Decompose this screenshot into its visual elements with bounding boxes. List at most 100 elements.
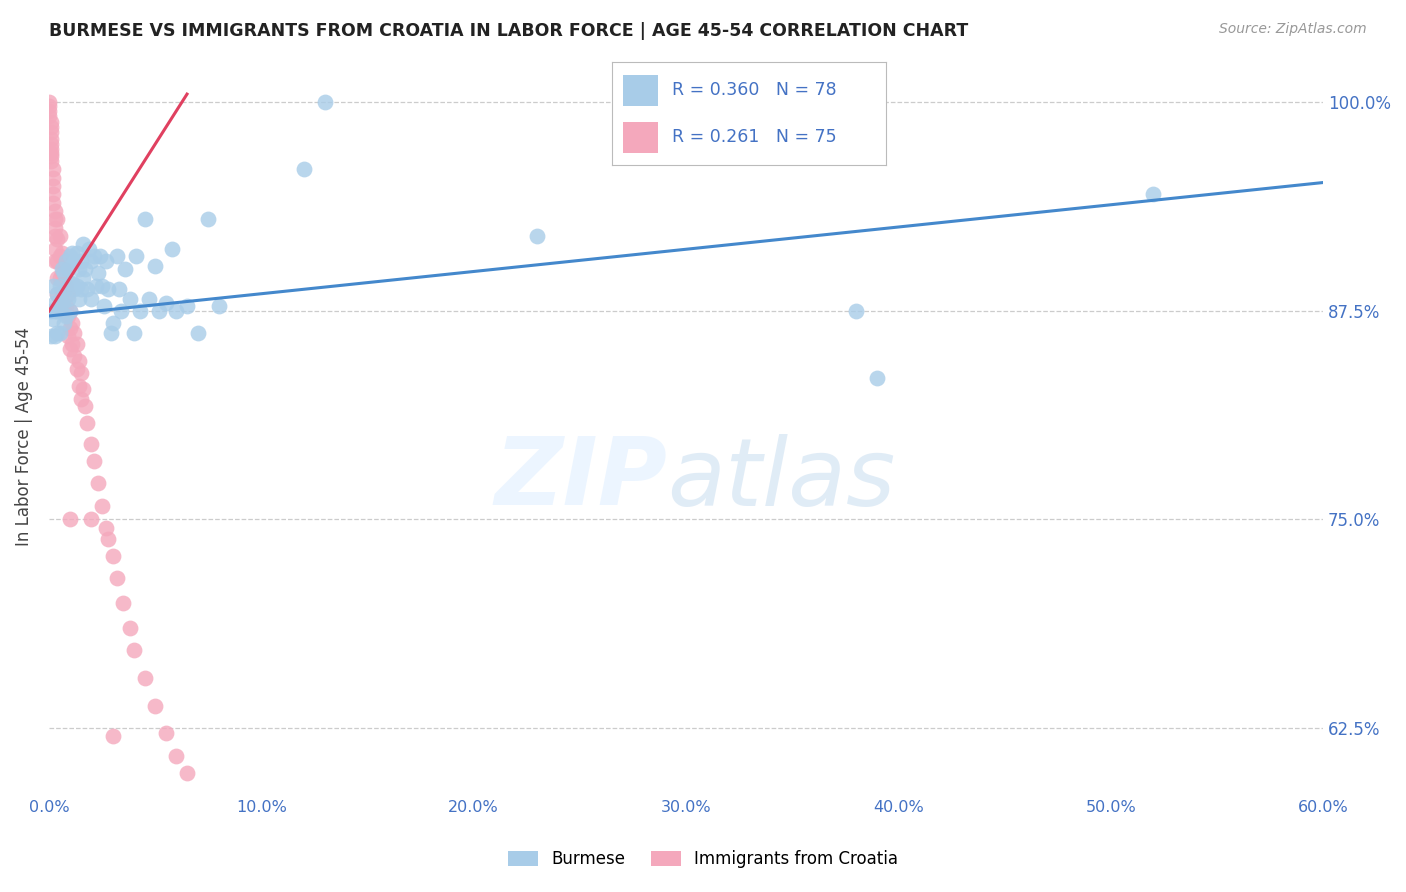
Point [67, 354, 90, 368]
Point [42, 170, 65, 185]
Point [52, 293, 75, 307]
Point [65, 279, 87, 293]
Point [101, 316, 124, 330]
Point [176, 766, 198, 780]
Point [197, 212, 219, 227]
Point [39, 145, 62, 160]
Point [165, 304, 187, 318]
Point [72, 383, 94, 397]
Point [51, 266, 73, 280]
Point [52, 316, 75, 330]
Point [39, 153, 62, 168]
Point [60, 337, 83, 351]
Point [52, 262, 75, 277]
Point [42, 312, 65, 326]
Point [97, 282, 120, 296]
Point [39, 120, 62, 135]
Point [63, 254, 86, 268]
Point [93, 299, 115, 313]
Point [165, 749, 187, 764]
Point [1142, 187, 1164, 202]
Text: BURMESE VS IMMIGRANTS FROM CROATIA IN LABOR FORCE | AGE 45-54 CORRELATION CHART: BURMESE VS IMMIGRANTS FROM CROATIA IN LA… [49, 22, 969, 40]
Point [72, 270, 94, 285]
Point [39, 329, 62, 343]
Point [42, 279, 65, 293]
Point [59, 249, 82, 263]
Point [80, 293, 103, 307]
Point [39, 149, 62, 163]
Point [55, 282, 77, 296]
Point [143, 259, 166, 273]
Point [42, 195, 65, 210]
Point [96, 254, 118, 268]
Point [39, 142, 62, 156]
Point [866, 370, 889, 384]
Point [105, 571, 128, 585]
Point [208, 299, 231, 313]
Point [65, 362, 87, 376]
Point [44, 304, 66, 318]
Point [52, 266, 75, 280]
Point [87, 266, 110, 280]
Point [56, 329, 79, 343]
Point [76, 416, 98, 430]
Point [59, 343, 82, 357]
Point [79, 242, 101, 256]
Point [39, 126, 62, 140]
Point [60, 276, 83, 290]
Point [89, 249, 111, 263]
Point [44, 228, 66, 243]
Point [134, 671, 156, 685]
Point [134, 212, 156, 227]
Point [39, 137, 62, 152]
Point [44, 254, 66, 268]
Point [44, 203, 66, 218]
Point [114, 262, 136, 277]
Point [48, 270, 70, 285]
Point [160, 242, 183, 256]
Point [80, 512, 103, 526]
Point [44, 242, 66, 256]
Text: R = 0.360   N = 78: R = 0.360 N = 78 [672, 81, 837, 99]
Point [155, 726, 177, 740]
Point [59, 276, 82, 290]
Point [51, 262, 73, 277]
Point [38, 109, 60, 123]
Point [112, 596, 135, 610]
Point [110, 304, 132, 318]
Point [63, 282, 86, 296]
Y-axis label: In Labor Force | Age 45-54: In Labor Force | Age 45-54 [15, 326, 32, 546]
Point [52, 304, 75, 318]
Text: Source: ZipAtlas.com: Source: ZipAtlas.com [1219, 22, 1367, 37]
Text: R = 0.261   N = 75: R = 0.261 N = 75 [672, 128, 837, 146]
Point [80, 437, 103, 451]
Point [39, 304, 62, 318]
Point [55, 279, 77, 293]
Point [63, 349, 86, 363]
Point [148, 304, 170, 318]
Point [91, 499, 114, 513]
Point [69, 282, 91, 296]
Point [83, 249, 105, 263]
Legend: Burmese, Immigrants from Croatia: Burmese, Immigrants from Croatia [502, 844, 904, 875]
Point [55, 299, 77, 313]
Point [122, 326, 145, 340]
Point [42, 162, 65, 177]
Point [87, 475, 110, 490]
Point [176, 299, 198, 313]
Point [46, 270, 69, 285]
Point [59, 320, 82, 334]
Point [65, 245, 87, 260]
Point [60, 316, 83, 330]
Point [59, 304, 82, 318]
Point [44, 220, 66, 235]
Point [46, 326, 69, 340]
Point [46, 287, 69, 301]
Point [38, 99, 60, 113]
Point [51, 245, 73, 260]
Point [84, 279, 107, 293]
Point [39, 132, 62, 146]
Point [44, 329, 66, 343]
Point [100, 326, 122, 340]
Point [138, 293, 160, 307]
